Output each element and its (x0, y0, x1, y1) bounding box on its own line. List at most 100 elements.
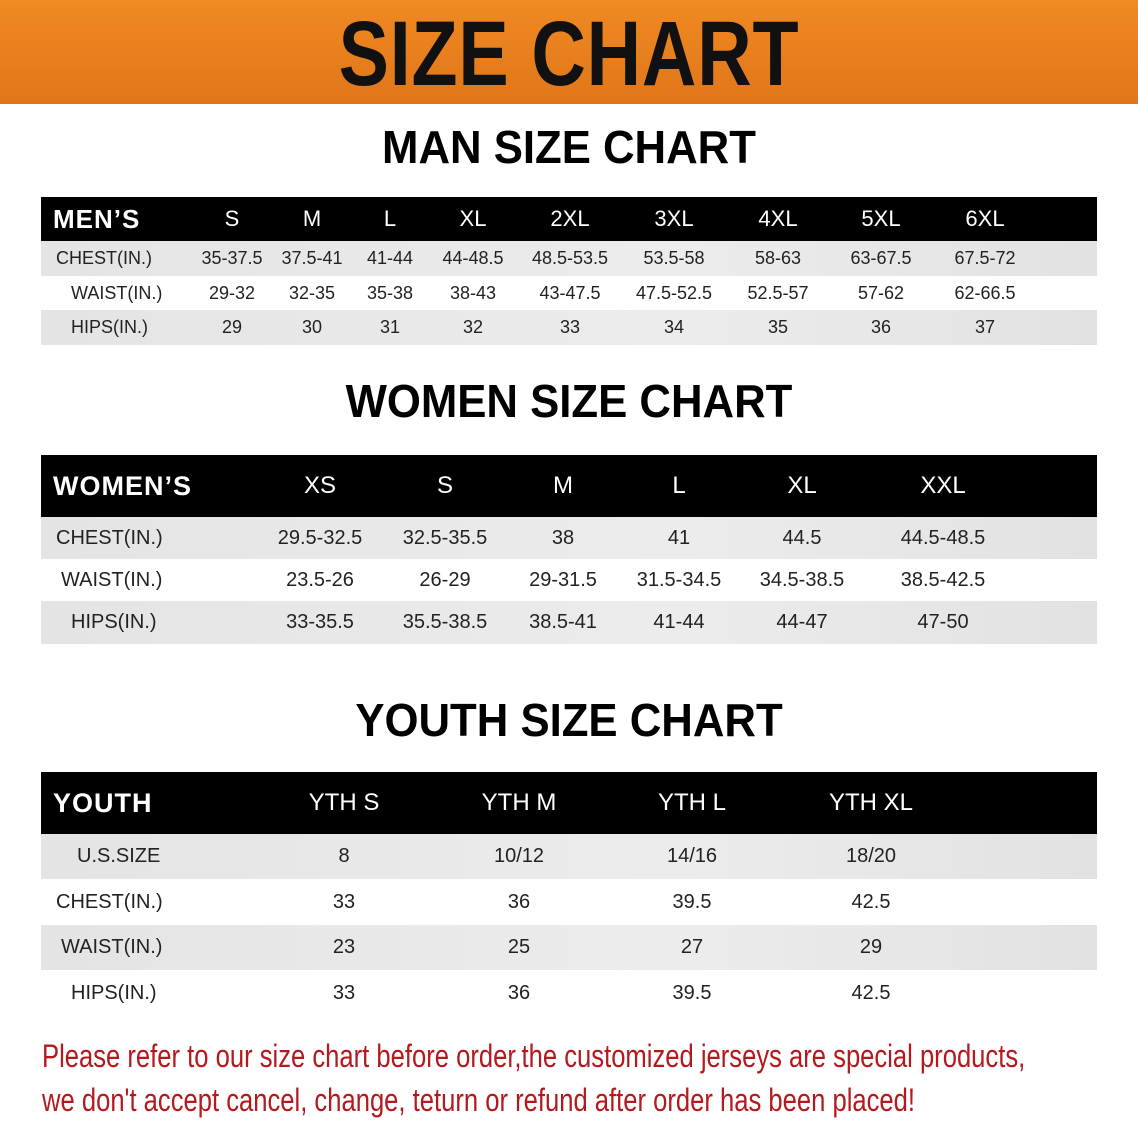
table-cell: 27 (680, 936, 704, 958)
table-cell: 42.5 (851, 982, 891, 1004)
table-cell: 35-37.5 (201, 248, 263, 268)
table-cell: 48.5-53.5 (531, 248, 609, 268)
row-label: CHEST(IN.) (56, 527, 163, 549)
size-header: S (436, 472, 454, 499)
table-row: WAIST(IN.) 23.5-26 26-29 29-31.5 31.5-34.5 34… (41, 559, 1097, 601)
row-label: CHEST(IN.) (56, 248, 152, 268)
table-cell: 29.5-32.5 (277, 527, 363, 549)
banner-title: SIZE CHART (338, 3, 800, 105)
size-header: YTH XL (828, 789, 914, 816)
table-cell: 29-31.5 (529, 569, 597, 591)
table-cell: 30 (301, 317, 323, 337)
women-size-table: WOMEN’S XS S M L XL XXL CHEST(IN.) 29.5-32.5 32.5… (41, 455, 1097, 644)
table-row: HIPS(IN.) 29 30 31 32 33 34 35 36 37 (41, 310, 1097, 345)
table-cell: 63-67.5 (850, 248, 912, 268)
table-cell: 18/20 (845, 845, 897, 867)
table-cell: 29-32 (208, 283, 256, 303)
table-cell: 44-48.5 (442, 248, 504, 268)
table-row: CHEST(IN.) 29.5-32.5 32.5-35.5 38 41 44.5 44.5… (41, 517, 1097, 559)
men-section-title: MAN SIZE CHART (382, 121, 756, 173)
table-cell: 38-43 (449, 283, 497, 303)
youth-section-title: YOUTH SIZE CHART (355, 694, 783, 746)
row-label: WAIST(IN.) (61, 569, 163, 591)
table-header-row: WOMEN’S XS S M L XL XXL (41, 455, 1097, 517)
table-cell: 41-44 (366, 248, 414, 268)
table-cell: 41 (667, 527, 691, 549)
table-row: CHEST(IN.) 33 36 39.5 42.5 (41, 879, 1097, 925)
header-label: MEN’S (53, 204, 141, 234)
table-row: WAIST(IN.) 23 25 27 29 (41, 925, 1097, 970)
youth-size-table: YOUTH YTH S YTH M YTH L YTH XL U.S.SIZE 8 10/12… (41, 772, 1097, 1016)
table-cell: 26-29 (419, 569, 471, 591)
size-header: 3XL (654, 206, 694, 231)
row-label: U.S.SIZE (77, 845, 161, 867)
header-label: YOUTH (53, 788, 153, 818)
row-label: WAIST(IN.) (61, 936, 163, 958)
size-header: YTH L (657, 789, 727, 816)
table-cell: 25 (507, 936, 531, 958)
table-cell: 33 (559, 317, 581, 337)
row-label: HIPS(IN.) (71, 611, 157, 633)
table-cell: 52.5-57 (747, 283, 809, 303)
size-header: XL (787, 472, 817, 499)
table-cell: 41-44 (653, 611, 705, 633)
row-label: HIPS(IN.) (71, 982, 157, 1004)
table-cell: 23.5-26 (286, 569, 354, 591)
table-cell: 53.5-58 (643, 248, 705, 268)
size-header: M (302, 206, 322, 231)
table-cell: 38.5-41 (529, 611, 597, 633)
table-cell: 67.5-72 (954, 248, 1016, 268)
table-cell: 44-47 (776, 611, 828, 633)
table-cell: 57-62 (857, 283, 905, 303)
table-cell: 10/12 (493, 845, 545, 867)
table-cell: 35 (767, 317, 789, 337)
table-cell: 23 (332, 936, 356, 958)
banner (0, 0, 1138, 104)
table-cell: 31 (379, 317, 401, 337)
row-label: CHEST(IN.) (56, 891, 163, 913)
size-header: 2XL (550, 206, 590, 231)
table-row: HIPS(IN.) 33-35.5 35.5-38.5 38.5-41 41-44 44-… (41, 601, 1097, 644)
table-cell: 44.5-48.5 (900, 527, 986, 549)
table-cell: 37.5-41 (281, 248, 343, 268)
table-cell: 44.5 (782, 527, 822, 549)
table-cell: 38.5-42.5 (900, 569, 986, 591)
table-cell: 32 (462, 317, 484, 337)
size-header: M (553, 472, 573, 499)
table-cell: 38 (551, 527, 575, 549)
header-label: WOMEN’S (53, 471, 192, 501)
size-header: 5XL (861, 206, 901, 231)
table-cell: 36 (507, 891, 531, 913)
table-row: HIPS(IN.) 33 36 39.5 42.5 (41, 970, 1097, 1016)
table-cell: 31.5-34.5 (636, 569, 722, 591)
table-cell: 62-66.5 (954, 283, 1016, 303)
policy-note-line-2: we don't accept cancel, change, teturn o… (42, 1082, 915, 1118)
size-header: XXL (920, 472, 966, 499)
policy-note-line-1: Please refer to our size chart before or… (42, 1038, 1026, 1074)
table-cell: 47-50 (917, 611, 969, 633)
table-cell: 29 (221, 317, 243, 337)
table-cell: 39.5 (672, 982, 712, 1004)
size-header: 6XL (965, 206, 1005, 231)
table-header-row: MEN’S S M L XL 2XL 3XL 4XL 5XL 6XL (41, 197, 1097, 241)
table-row: CHEST(IN.) 35-37.5 37.5-41 41-44 44-48.5 48.5… (41, 241, 1097, 276)
table-cell: 43-47.5 (539, 283, 601, 303)
table-cell: 36 (507, 982, 531, 1004)
table-cell: 8 (338, 845, 350, 867)
table-cell: 36 (870, 317, 892, 337)
table-cell: 35-38 (366, 283, 414, 303)
table-cell: 29 (859, 936, 883, 958)
size-header: L (672, 472, 686, 499)
table-cell: 39.5 (672, 891, 712, 913)
table-row: WAIST(IN.) 29-32 32-35 35-38 38-43 43-47.5 47.… (41, 276, 1097, 310)
table-cell: 34.5-38.5 (759, 569, 845, 591)
row-label: WAIST(IN.) (71, 283, 163, 303)
women-section-title: WOMEN SIZE CHART (345, 375, 793, 427)
table-cell: 37 (974, 317, 996, 337)
table-cell: 34 (663, 317, 685, 337)
table-cell: 42.5 (851, 891, 891, 913)
table-header-row: YOUTH YTH S YTH M YTH L YTH XL (41, 772, 1097, 834)
table-cell: 32.5-35.5 (402, 527, 488, 549)
size-header: XL (459, 206, 487, 231)
table-cell: 47.5-52.5 (635, 283, 713, 303)
